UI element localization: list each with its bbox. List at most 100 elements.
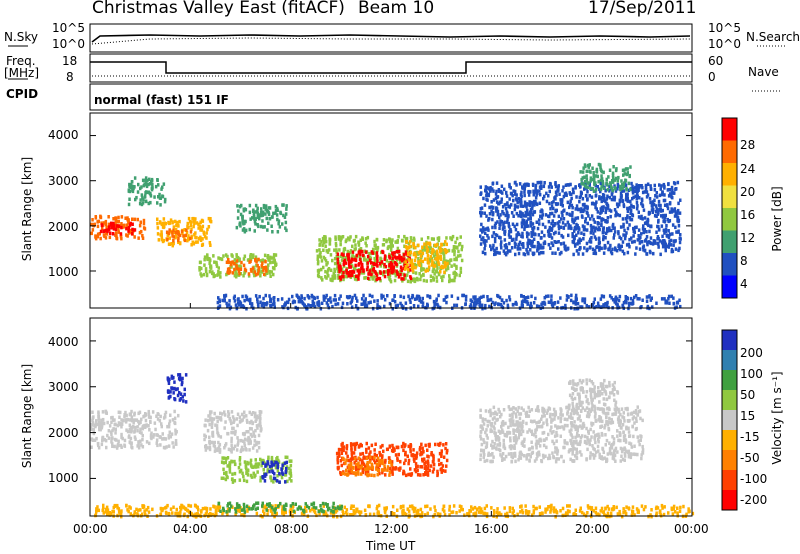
heatmap-cell	[254, 465, 258, 469]
heatmap-cell	[661, 241, 664, 245]
heatmap-cell	[394, 271, 398, 275]
heatmap-cell	[407, 444, 410, 449]
heatmap-cell	[199, 235, 202, 240]
heatmap-cell	[407, 458, 411, 463]
heatmap-cell	[255, 449, 259, 453]
heatmap-cell	[284, 510, 287, 515]
heatmap-cell	[241, 513, 245, 517]
heatmap-cell	[311, 295, 314, 299]
heatmap-cell	[426, 470, 430, 475]
heatmap-cell	[117, 439, 120, 444]
heatmap-cell	[338, 267, 341, 271]
heatmap-cell	[377, 456, 380, 460]
heatmap-cell	[450, 264, 453, 268]
heatmap-cell	[335, 254, 338, 259]
heatmap-cell	[407, 461, 410, 466]
heatmap-cell	[641, 245, 645, 250]
heatmap-cell	[487, 236, 490, 240]
heatmap-cell	[168, 430, 171, 434]
heatmap-cell	[493, 237, 497, 241]
heatmap-cell	[480, 507, 483, 511]
heatmap-cell	[496, 212, 500, 217]
heatmap-cell	[581, 215, 584, 219]
heatmap-cell	[663, 193, 666, 197]
heatmap-cell	[406, 267, 410, 272]
heatmap-cell	[208, 435, 211, 440]
heatmap-cell	[208, 445, 212, 450]
heatmap-cell	[440, 461, 443, 466]
heatmap-cell	[403, 257, 406, 261]
heatmap-cell	[499, 302, 502, 307]
heatmap-cell	[265, 208, 268, 212]
heatmap-cell	[569, 298, 573, 303]
heatmap-cell	[624, 295, 627, 299]
heatmap-cell	[628, 245, 631, 249]
heatmap-cell	[533, 210, 537, 214]
heatmap-cell	[129, 425, 133, 430]
heatmap-cell	[168, 236, 171, 240]
heatmap-cell	[532, 511, 535, 515]
heatmap-cell	[102, 233, 106, 237]
heatmap-cell	[625, 505, 628, 509]
heatmap-cell	[242, 305, 246, 309]
heatmap-cell	[364, 470, 367, 474]
heatmap-cell	[243, 437, 247, 441]
heatmap-cell	[181, 395, 184, 399]
heatmap-cell	[403, 263, 406, 267]
heatmap-cell	[555, 511, 559, 515]
heatmap-cell	[538, 192, 542, 197]
heatmap-cell	[691, 511, 695, 516]
heatmap-cell	[583, 297, 587, 301]
heatmap-cell	[399, 270, 403, 275]
heatmap-cell	[320, 267, 323, 272]
heatmap-cell	[94, 422, 97, 427]
heatmap-cell	[215, 427, 219, 431]
heatmap-cell	[335, 250, 338, 254]
heatmap-cell	[273, 258, 276, 263]
heatmap-cell	[580, 305, 584, 309]
heatmap-cell	[426, 466, 430, 471]
heatmap-cell	[233, 479, 237, 483]
heatmap-cell	[593, 220, 596, 224]
heatmap-cell	[499, 189, 503, 194]
heatmap-cell	[113, 437, 117, 442]
heatmap-cell	[442, 274, 445, 279]
heatmap-cell	[145, 424, 149, 428]
heatmap-cell	[138, 230, 142, 235]
heatmap-cell	[331, 304, 334, 309]
heatmap-cell	[404, 452, 407, 457]
heatmap-cell	[248, 410, 251, 415]
heatmap-cell	[255, 442, 258, 447]
heatmap-cell	[269, 255, 272, 260]
heatmap-cell	[469, 303, 473, 307]
heatmap-cell	[124, 410, 127, 415]
heatmap-cell	[203, 263, 206, 267]
heatmap-cell	[581, 197, 585, 201]
heatmap-cell	[233, 261, 236, 266]
heatmap-cell	[421, 450, 425, 454]
heatmap-cell	[353, 247, 356, 252]
heatmap-cell	[254, 258, 257, 263]
heatmap-cell	[296, 307, 299, 311]
heatmap-cell	[229, 419, 232, 423]
heatmap-cell	[531, 206, 534, 211]
heatmap-cell	[506, 249, 510, 253]
heatmap-cell	[634, 294, 638, 298]
heatmap-cell	[412, 242, 415, 246]
heatmap-cell	[382, 265, 386, 269]
heatmap-cell	[443, 270, 446, 274]
heatmap-cell	[408, 252, 412, 257]
heatmap-cell	[143, 509, 146, 513]
heatmap-cell	[560, 250, 563, 255]
heatmap-cell	[276, 474, 279, 478]
heatmap-cell	[632, 226, 635, 231]
heatmap-cell	[414, 277, 417, 282]
heatmap-cell	[104, 507, 108, 512]
heatmap-cell	[151, 410, 155, 414]
heatmap-cell	[229, 262, 233, 267]
heatmap-cell	[123, 438, 127, 443]
heatmap-cell	[521, 218, 524, 222]
heatmap-cell	[238, 458, 242, 462]
heatmap-cell	[133, 429, 137, 433]
heatmap-cell	[446, 259, 450, 264]
